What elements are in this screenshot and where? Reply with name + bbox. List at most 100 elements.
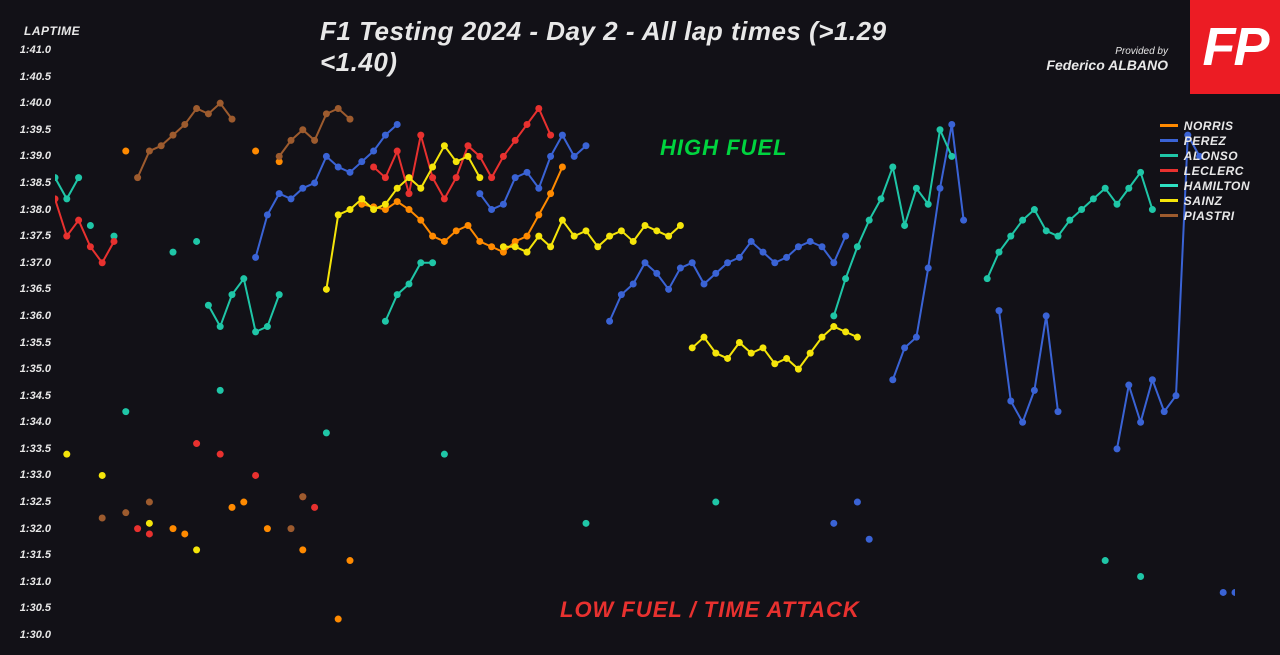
series-point-perez xyxy=(606,318,613,325)
series-point-perez xyxy=(559,132,566,139)
series-point-leclerc xyxy=(370,164,377,171)
series-line-leclerc xyxy=(55,199,114,263)
series-point-sainz xyxy=(630,238,637,245)
series-point-sainz xyxy=(724,355,731,362)
series-point-sainz xyxy=(571,233,578,240)
series-point-alonso xyxy=(1043,227,1050,234)
series-point-perez xyxy=(925,265,932,272)
annotation-high-fuel: HIGH FUEL xyxy=(660,135,788,161)
y-tick-label: 1:32.5 xyxy=(20,496,51,508)
series-point-sainz xyxy=(583,227,590,234)
series-point-perez xyxy=(288,195,295,202)
series-point-perez xyxy=(830,259,837,266)
series-line-perez xyxy=(610,236,846,321)
series-point-alonso xyxy=(205,302,212,309)
legend-label: LECLERC xyxy=(1184,164,1244,178)
series-point-perez xyxy=(276,190,283,197)
series-point-piastri xyxy=(170,132,177,139)
legend-item-alonso: ALONSO xyxy=(1160,148,1250,163)
legend-item-sainz: SAINZ xyxy=(1160,193,1250,208)
series-point-alonso xyxy=(217,323,224,330)
series-point-sainz xyxy=(465,153,472,160)
scatter-point-alonso xyxy=(583,520,590,527)
series-point-leclerc xyxy=(55,195,59,202)
series-point-sainz xyxy=(417,185,424,192)
series-point-alonso xyxy=(842,275,849,282)
series-point-alonso xyxy=(382,318,389,325)
series-point-perez xyxy=(889,376,896,383)
series-point-piastri xyxy=(193,105,200,112)
series-point-leclerc xyxy=(488,174,495,181)
series-point-perez xyxy=(311,179,318,186)
series-point-alonso xyxy=(854,243,861,250)
legend-item-leclerc: LECLERC xyxy=(1160,163,1250,178)
series-line-perez xyxy=(256,124,398,257)
series-point-sainz xyxy=(429,164,436,171)
legend-item-piastri: PIASTRI xyxy=(1160,208,1250,223)
series-point-leclerc xyxy=(547,132,554,139)
scatter-point-sainz xyxy=(99,472,106,479)
series-point-perez xyxy=(347,169,354,176)
scatter-point-piastri xyxy=(299,493,306,500)
series-point-perez xyxy=(665,286,672,293)
series-point-alonso xyxy=(264,323,271,330)
series-point-leclerc xyxy=(99,259,106,266)
series-point-perez xyxy=(1114,445,1121,452)
series-point-alonso xyxy=(1102,185,1109,192)
series-point-norris xyxy=(406,206,413,213)
legend-item-hamilton: HAMILTON xyxy=(1160,178,1250,193)
y-tick-label: 1:36.0 xyxy=(20,310,51,322)
series-point-perez xyxy=(394,121,401,128)
scatter-point-piastri xyxy=(288,525,295,532)
scatter-point-perez xyxy=(1220,589,1227,596)
series-point-sainz xyxy=(358,195,365,202)
series-point-norris xyxy=(547,190,554,197)
series-point-perez xyxy=(1007,398,1014,405)
series-point-alonso xyxy=(1055,233,1062,240)
series-point-piastri xyxy=(311,137,318,144)
series-point-perez xyxy=(630,281,637,288)
y-tick-label: 1:33.5 xyxy=(20,443,51,455)
series-point-piastri xyxy=(288,137,295,144)
series-point-norris xyxy=(429,233,436,240)
series-point-piastri xyxy=(299,126,306,133)
scatter-point-leclerc xyxy=(252,472,259,479)
series-point-leclerc xyxy=(417,132,424,139)
series-point-piastri xyxy=(181,121,188,128)
scatter-point-piastri xyxy=(99,515,106,522)
legend-swatch xyxy=(1160,199,1178,202)
y-axis-labels: 1:41.01:40.51:40.01:39.51:39.01:38.51:38… xyxy=(0,0,55,655)
y-tick-label: 1:39.5 xyxy=(20,124,51,136)
series-point-sainz xyxy=(795,366,802,373)
series-point-perez xyxy=(819,243,826,250)
series-point-sainz xyxy=(736,339,743,346)
series-point-perez xyxy=(535,185,542,192)
scatter-point-perez xyxy=(830,520,837,527)
y-tick-label: 1:41.0 xyxy=(20,44,51,56)
series-point-perez xyxy=(335,164,342,171)
series-point-alonso xyxy=(276,291,283,298)
legend-swatch xyxy=(1160,184,1178,187)
series-point-leclerc xyxy=(382,174,389,181)
series-point-leclerc xyxy=(111,238,118,245)
series-point-sainz xyxy=(547,243,554,250)
series-line-piastri xyxy=(138,103,232,177)
series-point-leclerc xyxy=(406,190,413,197)
legend-label: ALONSO xyxy=(1184,149,1238,163)
series-point-piastri xyxy=(347,116,354,123)
series-point-sainz xyxy=(760,344,767,351)
series-point-sainz xyxy=(618,227,625,234)
series-point-alonso xyxy=(1114,201,1121,208)
series-point-perez xyxy=(1161,408,1168,415)
legend-swatch xyxy=(1160,124,1178,127)
series-point-leclerc xyxy=(87,243,94,250)
series-point-alonso xyxy=(229,291,236,298)
series-point-norris xyxy=(394,198,401,205)
series-point-alonso xyxy=(1137,169,1144,176)
series-point-alonso xyxy=(75,174,82,181)
scatter-point-alonso xyxy=(217,387,224,394)
series-point-perez xyxy=(252,254,259,261)
y-tick-label: 1:33.0 xyxy=(20,469,51,481)
series-point-perez xyxy=(901,344,908,351)
scatter-point-piastri xyxy=(122,509,129,516)
